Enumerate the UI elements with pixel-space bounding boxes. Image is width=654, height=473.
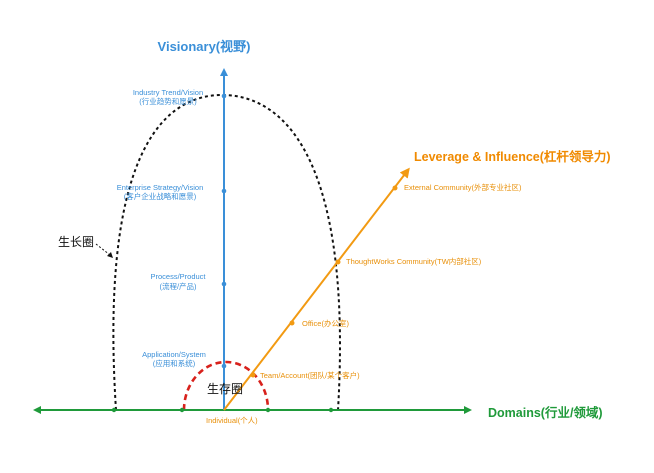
leverage-point	[392, 185, 398, 191]
leverage-level-label: ThoughtWorks Community(TW内部社区)	[346, 256, 482, 266]
vision-point	[221, 281, 227, 287]
leverage-level-label: External Community(外部专业社区)	[404, 182, 522, 192]
vision-point	[221, 93, 227, 99]
leverage-axis	[223, 167, 410, 411]
domain-point	[265, 407, 271, 413]
vision-level-label: Industry Trend/Vision	[133, 88, 203, 97]
vision-level-sublabel: (流程/产品)	[159, 281, 197, 291]
leverage-level-label: Team/Account(团队/某个客户)	[260, 370, 360, 380]
vision-point	[221, 363, 227, 369]
vision-level-sublabel: (客户企业战略和愿景)	[124, 191, 197, 201]
growth-circle-pointer-head	[107, 252, 113, 258]
leverage-point	[250, 372, 256, 378]
domains-axis-title: Domains(行业/领域)	[488, 405, 603, 420]
vision-point	[221, 188, 227, 194]
leverage-point	[335, 259, 341, 265]
survival-circle-arc	[182, 360, 270, 411]
growth-circle-pointer	[95, 243, 111, 256]
domain-point	[111, 407, 117, 413]
survival-circle-label: 生存圈	[207, 382, 243, 396]
growth-circle-label: 生长圈	[58, 235, 94, 249]
growth-circle-arch	[112, 93, 341, 411]
leverage-level-label: Office(办公室)	[302, 318, 349, 328]
visionary-axis-title: Visionary(视野)	[158, 39, 251, 54]
vision-level-label: Application/System	[142, 350, 206, 359]
domain-point	[328, 407, 334, 413]
vision-level-sublabel: (行业趋势和愿景)	[139, 96, 197, 106]
leverage-axis-title: Leverage & Influence(杠杆领导力)	[414, 149, 611, 164]
origin-label: Individual(个人)	[206, 416, 258, 425]
vision-level-sublabel: (应用和系统)	[153, 358, 196, 368]
leverage-point	[289, 320, 295, 326]
vision-level-label: Enterprise Strategy/Vision	[117, 183, 204, 192]
vision-level-label: Process/Product	[150, 272, 206, 281]
domain-point	[179, 407, 185, 413]
